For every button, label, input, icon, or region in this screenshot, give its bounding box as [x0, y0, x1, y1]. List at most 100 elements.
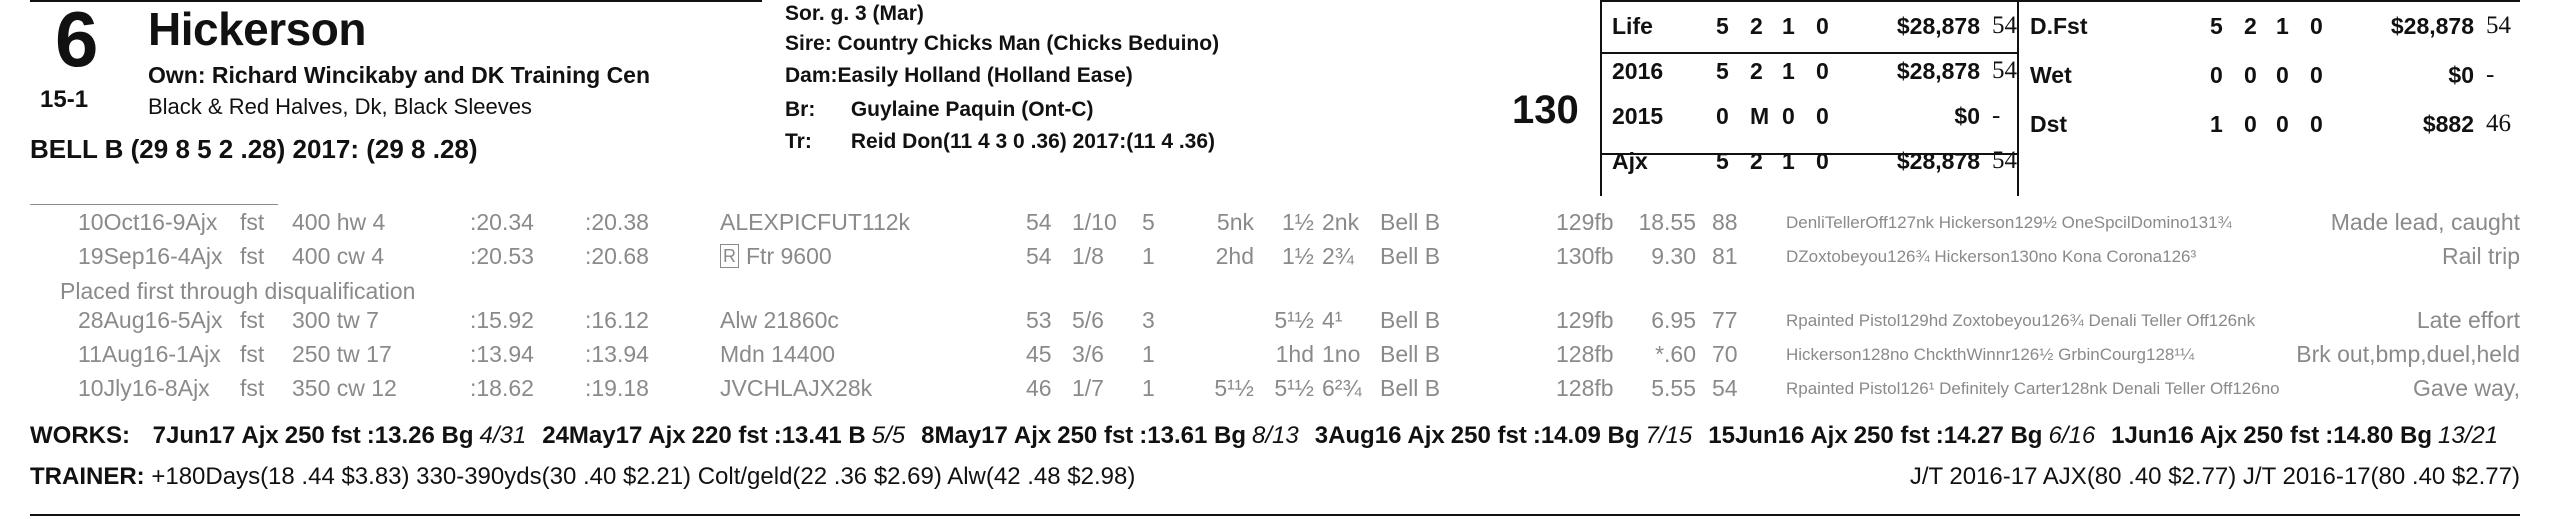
work-time: :14.09 Bg: [1532, 422, 1640, 449]
stat-row: Wet 0 0 0 0 $0-: [2030, 59, 2494, 91]
pp-comment: Rpainted Pistol129hd Zoxtobeyou126¾ Dena…: [1786, 311, 2256, 330]
work-dist: 250 fst: [1853, 422, 1930, 449]
stat-shows: 0: [1816, 58, 1829, 84]
stat-label: Life: [1612, 13, 1653, 39]
stat-row: 2015 0 M 0 0 $0-: [1612, 100, 2012, 132]
ajx-overline: [1600, 153, 2018, 155]
pp-distance: 250 tw 17: [292, 341, 392, 367]
pp-date: 28Aug16-5Ajx: [78, 307, 223, 333]
stat-earnings: $28,878: [1896, 148, 1980, 174]
pp-odds: 6.95: [1651, 307, 1696, 333]
work-entry: 3Aug16 Ajx 250 fst:14.09 Bg 7/15: [1315, 422, 1693, 449]
pp-distance: 300 tw 7: [292, 307, 379, 333]
dam-label: Dam:: [785, 64, 838, 87]
breeder-line: Br: Guylaine Paquin (Ont-C): [785, 98, 1094, 122]
pp-figure: 88: [1712, 209, 1738, 235]
pp-call-2: 1½: [1282, 209, 1314, 235]
stat-speed: -: [2486, 61, 2495, 88]
stat-wins: 2: [1750, 148, 1763, 174]
work-time: :13.41 B: [773, 422, 866, 449]
pp-row: 28Aug16-5Ajx fst 300 tw 7:15.92:16.12 Alw 2…: [0, 306, 2550, 334]
pp-finish: 4¹: [1322, 307, 1343, 333]
pp-trip-note: Late effort: [2416, 307, 2520, 333]
stat-shows: 0: [2310, 111, 2323, 137]
pp-odds: 5.55: [1651, 375, 1696, 401]
pp-jockey: Bell B: [1380, 341, 1441, 367]
stat-starts: 0: [2210, 62, 2223, 88]
pp-comment: DenliTellerOff127nk Hickerson129½ OneSpc…: [1786, 213, 2232, 232]
pp-post: 5/6: [1072, 307, 1104, 333]
pp-comment: Hickerson128no ChckthWinnr126½ GrbinCour…: [1786, 345, 2195, 364]
pp-race-type: Alw 21860c: [720, 307, 839, 333]
stat-places: 0: [1782, 103, 1795, 129]
pp-track-condition: fst: [240, 375, 265, 401]
work-date: 8May17: [921, 422, 1008, 449]
pp-start: 1: [1142, 243, 1155, 269]
stat-row: Dst 1 0 0 0 $882 46: [2030, 108, 2511, 140]
pp-trip-note: Rail trip: [2442, 243, 2520, 269]
trainer-stats-text: +180Days(18 .44 $3.83) 330-390yds(30 .40…: [151, 463, 1136, 490]
pp-weight-equip: 128fb: [1556, 375, 1614, 401]
pp-speed: 46: [1026, 375, 1052, 401]
pp-row: 11Aug16-1Ajx fst 250 tw 17:13.94:13.94 Mdn …: [0, 340, 2550, 368]
header-bottom-rule: [30, 204, 278, 205]
stat-speed: 54: [2486, 12, 2511, 39]
work-date: 3Aug16: [1314, 422, 1402, 449]
pp-fraction: :15.92: [470, 307, 534, 333]
stat-wins: 2: [1750, 58, 1763, 84]
sire-line: Sire: Country Chicks Man (Chicks Beduino…: [785, 32, 1219, 56]
jockey-trainer-stats: J/T 2016-17 AJX(80 .40 $2.77) J/T 2016-1…: [1909, 463, 2520, 490]
work-track: Ajx: [1407, 422, 1445, 449]
pp-jockey: Bell B: [1380, 209, 1441, 235]
pp-final-time: :19.18: [585, 375, 649, 401]
stat-speed: -: [1992, 102, 2001, 129]
pp-odds: *.60: [1655, 341, 1696, 367]
work-rank: 8/13: [1252, 422, 1299, 449]
work-entry: 7Jun17 Ajx 250 fst:13.26 Bg 4/31: [153, 422, 527, 449]
work-dist: 250 fst: [1450, 422, 1527, 449]
stat-earnings: $0: [2448, 62, 2474, 88]
pp-distance: 400 hw 4: [292, 209, 386, 235]
stat-shows: 0: [1816, 103, 1829, 129]
trainer-stats: TRAINER: +180Days(18 .44 $3.83) 330-390y…: [30, 463, 1135, 491]
stat-earnings: $28,878: [1896, 58, 1980, 84]
pp-call-1: 5nk: [1216, 209, 1254, 235]
stat-speed: 54: [1992, 57, 2017, 84]
stat-earnings: $882: [2422, 111, 2474, 137]
work-rank: 7/15: [1645, 422, 1693, 449]
life-underline: [1600, 52, 2018, 54]
silks: Black & Red Halves, Dk, Black Sleeves: [148, 94, 532, 119]
pp-call-2: 1½: [1282, 243, 1314, 269]
pp-final-time: :13.94: [585, 341, 649, 367]
bottom-rule: [30, 514, 2520, 516]
work-time: :13.26 Bg: [366, 422, 474, 449]
pp-jockey: Bell B: [1380, 375, 1441, 401]
pp-odds: 9.30: [1651, 243, 1696, 269]
stat-wins: 0: [2244, 111, 2257, 137]
pp-finish: 2nk: [1322, 209, 1360, 235]
pp-finish: 1no: [1322, 341, 1361, 367]
jockey-line: BELL B (29 8 5 2 .28) 2017: (29 8 .28): [30, 134, 478, 164]
pp-jockey: Bell B: [1380, 243, 1441, 269]
pp-distance: 400 cw 4: [292, 243, 385, 269]
pp-race-type: Mdn 14400: [720, 341, 836, 367]
stat-starts: 0: [1716, 103, 1729, 129]
pp-call-1: 2hd: [1215, 243, 1254, 269]
stat-shows: 0: [1816, 13, 1829, 39]
stat-label: Wet: [2030, 62, 2072, 88]
stat-speed: 54: [1992, 12, 2017, 39]
pp-call-1: 5¹½: [1214, 375, 1254, 401]
pp-track-condition: fst: [240, 209, 265, 235]
pp-track-condition: fst: [240, 341, 265, 367]
pp-odds: 18.55: [1638, 209, 1696, 235]
pp-post: 1/8: [1072, 243, 1104, 269]
pp-track-condition: fst: [240, 243, 265, 269]
pp-distance: 350 cw 12: [292, 375, 397, 401]
dq-note: Placed first through disqualification: [60, 278, 416, 304]
work-entry: 15Jun16 Ajx 250 fst:14.27 Bg 6/16: [1708, 422, 2095, 449]
pp-final-time: :16.12: [585, 307, 649, 333]
stat-row: Ajx 5 2 1 0 $28,878 54: [1612, 145, 2017, 177]
pp-fraction: :13.94: [470, 341, 534, 367]
pp-figure: 81: [1712, 243, 1738, 269]
